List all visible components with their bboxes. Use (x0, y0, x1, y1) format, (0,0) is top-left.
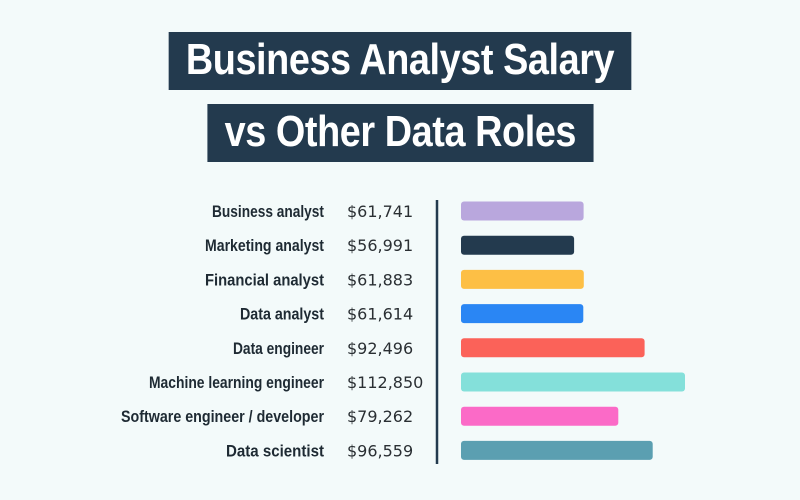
category-label: Business analyst (212, 202, 324, 221)
value-label: $56,991 (347, 236, 413, 255)
value-label: $112,850 (347, 373, 423, 392)
bars-group: Business analyst $61,741 Marketing analyst… (121, 201, 685, 460)
bar (461, 235, 575, 255)
bar (461, 304, 584, 324)
category-label: Financial analyst (205, 270, 324, 289)
bar (461, 338, 645, 358)
title-line-1: Business Analyst Salary (168, 32, 632, 90)
title-line-2: vs Other Data Roles (207, 104, 593, 162)
chart-title: Business Analyst Salary vs Other Data Ro… (0, 32, 800, 162)
bar (461, 372, 685, 392)
category-label: Machine learning engineer (149, 373, 324, 392)
value-label: $61,883 (347, 270, 413, 289)
category-label: Marketing analyst (205, 236, 324, 255)
value-label: $61,741 (347, 202, 413, 221)
category-label: Software engineer / developer (121, 407, 324, 426)
value-label: $96,559 (347, 441, 413, 460)
bar (461, 406, 619, 426)
bar (461, 201, 584, 221)
bar (461, 440, 653, 460)
category-label: Data analyst (240, 305, 324, 324)
category-label: Data engineer (233, 339, 324, 358)
bar (461, 269, 584, 289)
category-label: Data scientist (226, 441, 324, 460)
value-label: $79,262 (347, 407, 413, 426)
value-label: $92,496 (347, 339, 413, 358)
value-label: $61,614 (347, 305, 413, 324)
